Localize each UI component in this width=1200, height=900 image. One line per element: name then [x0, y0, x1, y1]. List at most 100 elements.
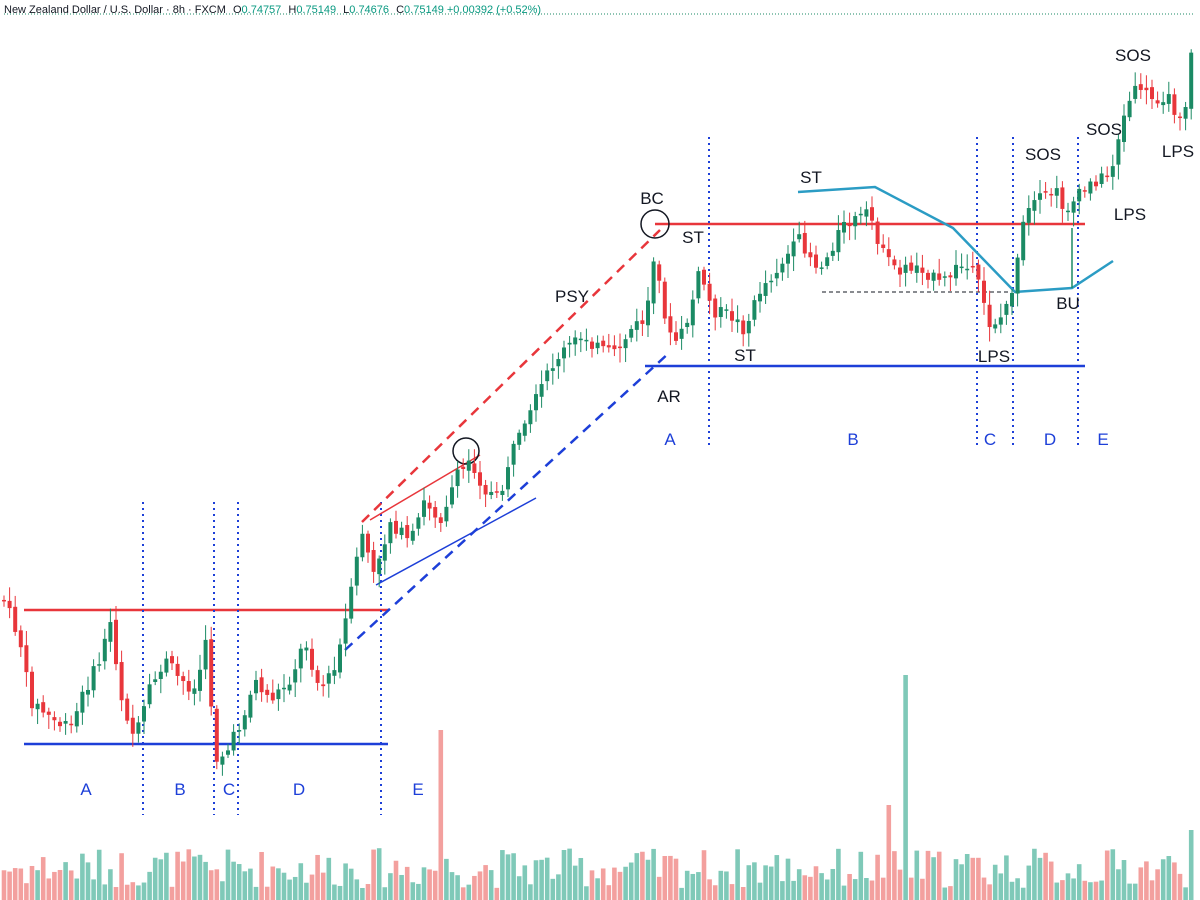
candle-body: [46, 711, 51, 715]
volume-bar: [40, 857, 46, 900]
candle-body: [226, 750, 230, 755]
candle-body: [427, 502, 432, 509]
volume-bar: [29, 865, 35, 900]
phase-label: C: [984, 430, 996, 449]
candle-body: [1060, 187, 1065, 209]
volume-bar: [315, 854, 320, 900]
volume-bar: [528, 884, 533, 900]
volume-bar: [1183, 887, 1188, 900]
volume-bar: [768, 866, 774, 900]
candle-body: [164, 658, 169, 673]
volume-bar: [225, 849, 231, 900]
candle-body: [181, 676, 186, 682]
candle-body: [270, 692, 275, 701]
candle-body: [192, 688, 197, 694]
volume-bar: [780, 881, 785, 900]
candle-body: [797, 234, 802, 240]
candle-body: [142, 706, 146, 722]
volume-bar: [640, 851, 645, 900]
candle-body: [814, 254, 818, 268]
candle-body: [780, 263, 785, 273]
candle-body: [58, 721, 62, 727]
candle-body: [1110, 166, 1115, 177]
volume-bar: [1093, 881, 1099, 900]
candle-body: [321, 684, 326, 687]
wyckoff-label: PSY: [555, 287, 589, 306]
candle-body: [601, 340, 606, 347]
candle-body: [377, 558, 382, 575]
volume-bar: [320, 872, 326, 900]
volume-bar: [847, 874, 852, 900]
volume-bar: [1026, 865, 1032, 900]
volume-bar: [567, 848, 572, 900]
candle-body: [539, 384, 544, 397]
candle-body: [606, 345, 611, 348]
candle-body: [842, 221, 846, 233]
volume-bar: [102, 884, 108, 900]
candle-body: [265, 689, 270, 695]
volume-bar: [460, 887, 466, 900]
volume-bar: [718, 870, 724, 900]
volume-bar: [416, 883, 421, 900]
candle-body: [623, 339, 628, 349]
candle-body: [354, 556, 359, 586]
candle-body: [959, 266, 964, 269]
change-value: +0.00392 (+0.52%): [446, 4, 542, 16]
candle-body: [774, 272, 779, 279]
volume-bar: [539, 859, 544, 900]
candle-body: [63, 721, 68, 724]
volume-bar: [584, 886, 589, 900]
candle-body: [388, 522, 393, 544]
candle-body: [724, 309, 729, 311]
volume-bar: [796, 869, 802, 900]
candle-body: [338, 644, 342, 673]
candle-body: [651, 261, 656, 304]
candle-body: [1150, 87, 1154, 100]
volume-bar: [236, 864, 242, 900]
volume-bar: [836, 848, 841, 900]
candle-body: [254, 679, 258, 694]
candle-body: [578, 338, 583, 341]
candle-body: [455, 469, 460, 487]
candle-body: [562, 347, 566, 359]
candle-body: [769, 280, 774, 283]
volume-bar: [903, 675, 908, 900]
volume-bar: [925, 850, 931, 900]
candle-body: [545, 370, 550, 382]
candle-body: [461, 466, 466, 470]
candle-body: [214, 708, 219, 762]
candle-body: [696, 271, 701, 299]
candle-body: [612, 345, 617, 350]
candle-body: [91, 666, 96, 691]
volume-bar: [701, 850, 707, 900]
channel-lower-dashed: [344, 351, 671, 651]
volume-bar: [668, 855, 673, 900]
open-value: 0.74757: [241, 4, 282, 16]
candle-body: [220, 756, 225, 765]
volume-bar: [494, 887, 500, 900]
volume-bar: [483, 865, 488, 900]
volume-bar: [684, 870, 690, 900]
volume-bar: [886, 805, 892, 900]
phase-label: B: [174, 780, 185, 799]
candle-body: [102, 638, 107, 662]
volume-bar: [550, 878, 556, 900]
volume-bar: [998, 873, 1004, 900]
candle-body: [1183, 107, 1188, 119]
volume-bar: [1110, 849, 1116, 900]
candle-body: [825, 257, 830, 266]
candle-body: [114, 619, 118, 665]
volume-bar: [948, 886, 953, 900]
volume-bar: [1160, 859, 1166, 900]
volume-bar: [757, 882, 763, 900]
candle-body: [1133, 85, 1138, 99]
phase-label: E: [1097, 430, 1108, 449]
volume-bar: [936, 851, 942, 900]
candle-body: [528, 410, 533, 425]
candle-body: [847, 224, 852, 227]
candle-body: [1172, 94, 1177, 115]
volume-bar: [136, 885, 141, 900]
volume-bar: [791, 880, 796, 900]
volume-bar: [533, 860, 539, 900]
